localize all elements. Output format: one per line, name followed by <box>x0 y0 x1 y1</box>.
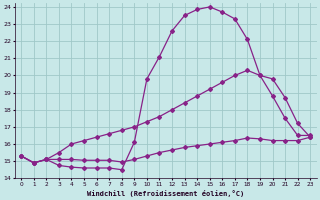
X-axis label: Windchill (Refroidissement éolien,°C): Windchill (Refroidissement éolien,°C) <box>87 190 244 197</box>
